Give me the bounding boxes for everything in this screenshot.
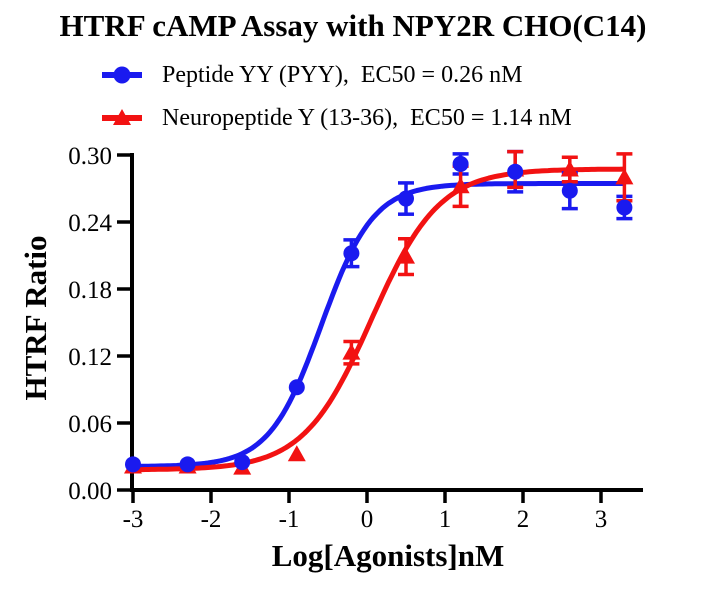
data-point-triangle [451,177,470,194]
data-point-circle [507,163,524,180]
x-tick-label: 3 [595,506,608,533]
fit-curve-0 [130,181,626,469]
x-tick-label: 0 [361,506,374,533]
legend-circle-marker-icon [102,66,142,84]
y-tick-label: 0.12 [68,344,112,371]
x-tick-label: -2 [201,506,222,533]
data-point-circle [398,190,414,207]
x-tick-label: 1 [439,506,452,533]
x-tick-label: 2 [517,506,530,533]
y-tick-label: 0.00 [68,478,112,505]
y-axis-title: HTRF Ratio [18,235,53,401]
y-tick-label: 0.24 [68,210,112,237]
data-point-triangle [397,247,415,264]
x-tick-label: -3 [123,506,144,533]
legend-label-pyy: Peptide YY (PYY), EC50 = 0.26 nM [162,61,523,88]
data-point-circle [616,199,633,216]
y-tick-label: 0.18 [68,277,112,304]
data-point-circle [561,182,578,199]
fit-curve-1 [130,166,626,473]
data-point-triangle [615,168,634,185]
data-point-circle [179,456,196,473]
data-point-triangle [342,343,361,360]
data-point-circle [234,454,251,471]
x-axis-title: Log[Agonists]nM [271,538,505,573]
legend-item-pyy: Peptide YY (PYY), EC50 = 0.26 nM [98,58,572,92]
data-point-circle [452,155,469,172]
x-tick-label: -1 [279,506,300,533]
y-tick-label: 0.30 [68,143,112,170]
data-point-circle [288,379,305,396]
legend: Peptide YY (PYY), EC50 = 0.26 nM Neurope… [98,58,572,135]
data-point-triangle [560,160,579,177]
legend-triangle-marker-icon [102,109,142,125]
legend-item-npy: Neuropeptide Y (13-36), EC50 = 1.14 nM [98,101,572,135]
data-point-circle [125,456,141,473]
data-point-triangle [287,445,306,462]
legend-label-npy: Neuropeptide Y (13-36), EC50 = 1.14 nM [162,104,572,131]
data-point-circle [343,245,360,262]
chart-title: HTRF cAMP Assay with NPY2R CHO(C14) [59,8,647,43]
y-tick-label: 0.06 [68,411,112,438]
